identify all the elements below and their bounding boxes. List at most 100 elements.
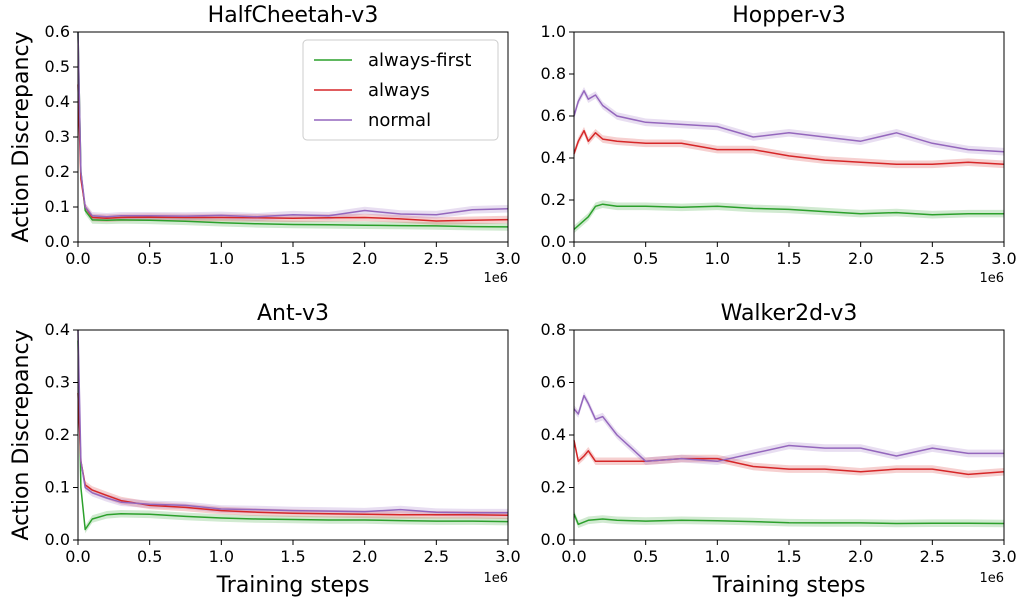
plot-frame bbox=[573, 329, 1005, 541]
series-always-first bbox=[573, 203, 1004, 230]
band-always bbox=[78, 389, 508, 520]
y-tick-label: 0.4 bbox=[541, 425, 566, 444]
x-offset-label: 1e6 bbox=[483, 271, 508, 286]
panel-title: HalfCheetah-v3 bbox=[208, 3, 379, 28]
y-tick-label: 0.1 bbox=[45, 197, 70, 216]
series-always-first bbox=[77, 31, 509, 228]
x-tick-label: 2.0 bbox=[352, 249, 377, 268]
y-tick-label: 0.1 bbox=[45, 478, 70, 497]
y-axis-label: Action Discrepancy bbox=[9, 31, 34, 242]
series-normal bbox=[573, 90, 1005, 153]
series-always-first bbox=[77, 340, 509, 531]
band-layer bbox=[574, 391, 1004, 528]
y-tick-label: 0.4 bbox=[45, 320, 70, 339]
y-tick-label: 0.2 bbox=[45, 425, 70, 444]
x-tick-label: 0.5 bbox=[633, 547, 658, 566]
x-tick-label: 0.0 bbox=[65, 249, 90, 268]
panel-walker2d: Walker2d-v3 1e6 Training steps 0.0 0.5 1.0… bbox=[541, 301, 1017, 598]
band-always-first bbox=[574, 510, 1004, 528]
x-tick-label: 1.0 bbox=[705, 547, 730, 566]
x-tick-label: 3.0 bbox=[991, 249, 1016, 268]
x-tick-label: 2.5 bbox=[424, 547, 449, 566]
x-tick-label: 1.0 bbox=[209, 249, 234, 268]
y-tick-label: 0.0 bbox=[45, 530, 70, 549]
y-tick-label: 0.6 bbox=[45, 22, 70, 41]
y-tick-label: 0.3 bbox=[45, 373, 70, 392]
y-tick-label: 0.0 bbox=[541, 530, 566, 549]
y-tick-label: 0.5 bbox=[45, 57, 70, 76]
x-tick-label: 0.5 bbox=[137, 547, 162, 566]
x-tick-label: 0.0 bbox=[65, 547, 90, 566]
tick-layer: 0.0 0.5 1.0 1.5 2.0 2.5 3.0 0.0 0.2 0.4 0.6 0.8 1.0 bbox=[541, 22, 1017, 268]
y-tick-label: 0.8 bbox=[541, 320, 566, 339]
series-always bbox=[573, 129, 1005, 166]
panel-hopper: Hopper-v3 1e6 0.0 0.5 1.0 1.5 2.0 2.5 3.00.00.… bbox=[541, 3, 1017, 286]
x-tick-label: 2.0 bbox=[848, 249, 873, 268]
x-tick-label: 0.5 bbox=[137, 249, 162, 268]
line-layer bbox=[573, 90, 1005, 230]
x-tick-label: 0.5 bbox=[633, 249, 658, 268]
band-always bbox=[574, 126, 1004, 169]
tick-layer: 0.0 0.5 1.0 1.5 2.0 2.5 3.0 0.0 0.1 0.2 0.3 0.4 0.5 0… bbox=[45, 22, 521, 268]
y-tick-label: 0.3 bbox=[45, 127, 70, 146]
y-tick-label: 0.2 bbox=[541, 478, 566, 497]
series-always bbox=[77, 392, 509, 517]
legend-label-normal: normal bbox=[368, 110, 431, 131]
y-axis-label: Action Discrepancy bbox=[9, 329, 34, 540]
y-tick-label: 0.0 bbox=[45, 232, 70, 251]
x-tick-label: 1.5 bbox=[776, 547, 801, 566]
x-tick-label: 2.5 bbox=[920, 249, 945, 268]
x-axis-label: Training steps bbox=[216, 573, 370, 598]
band-layer bbox=[78, 330, 508, 534]
x-offset-label: 1e6 bbox=[979, 271, 1004, 286]
panel-title: Ant-v3 bbox=[257, 301, 329, 326]
x-tick-label: 3.0 bbox=[495, 547, 520, 566]
y-tick-label: 0.8 bbox=[541, 64, 566, 83]
x-tick-label: 1.5 bbox=[776, 249, 801, 268]
x-tick-label: 2.0 bbox=[352, 547, 377, 566]
x-tick-label: 2.0 bbox=[848, 547, 873, 566]
panel-title: Hopper-v3 bbox=[732, 3, 845, 28]
band-always-first bbox=[574, 200, 1004, 234]
y-tick-label: 0.2 bbox=[45, 162, 70, 181]
y-tick-label: 1.0 bbox=[541, 22, 566, 41]
series-normal bbox=[573, 394, 1004, 463]
legend-label-always: always bbox=[368, 80, 430, 101]
x-offset-label: 1e6 bbox=[483, 571, 508, 586]
line-layer bbox=[77, 31, 509, 228]
series-always bbox=[573, 440, 1005, 476]
tick-layer: 0.0 0.5 1.0 1.5 2.0 2.5 3.0 0.0 0.1 0.2 0.3 0.4 bbox=[45, 320, 521, 566]
x-tick-label: 2.5 bbox=[920, 547, 945, 566]
x-tick-label: 1.0 bbox=[705, 249, 730, 268]
y-tick-label: 0.6 bbox=[541, 106, 566, 125]
panel-halfcheetah: HalfCheetah-v3 Action Discrepancy 1e6 0.… bbox=[9, 3, 521, 286]
legend-label-always-first: always-first bbox=[368, 50, 471, 71]
y-tick-label: 0.6 bbox=[541, 373, 566, 392]
band-normal bbox=[78, 330, 508, 517]
legend-box bbox=[302, 39, 499, 141]
band-layer bbox=[574, 87, 1004, 234]
y-tick-label: 0.4 bbox=[541, 148, 566, 167]
x-tick-label: 1.5 bbox=[280, 249, 305, 268]
x-tick-label: 3.0 bbox=[495, 249, 520, 268]
x-offset-label: 1e6 bbox=[979, 571, 1004, 586]
panel-title: Walker2d-v3 bbox=[721, 301, 858, 326]
legend: always-first always normal bbox=[302, 39, 499, 141]
x-tick-label: 1.0 bbox=[209, 547, 234, 566]
y-tick-label: 0.2 bbox=[541, 190, 566, 209]
band-always bbox=[574, 436, 1004, 479]
x-axis-label: Training steps bbox=[712, 573, 866, 598]
x-tick-label: 0.0 bbox=[561, 249, 586, 268]
x-tick-label: 3.0 bbox=[991, 547, 1016, 566]
y-tick-label: 0.0 bbox=[541, 232, 566, 251]
x-tick-label: 1.5 bbox=[280, 547, 305, 566]
line-layer bbox=[573, 394, 1005, 526]
series-normal bbox=[77, 329, 508, 514]
series-normal bbox=[77, 31, 509, 218]
x-tick-label: 2.5 bbox=[424, 249, 449, 268]
line-layer bbox=[77, 329, 509, 531]
x-tick-label: 0.0 bbox=[561, 547, 586, 566]
y-tick-label: 0.4 bbox=[45, 92, 70, 111]
tick-layer: 0.0 0.5 1.0 1.5 2.0 2.5 3.0 0.0 0.2 0.4 0.6 0.8 bbox=[541, 320, 1017, 566]
